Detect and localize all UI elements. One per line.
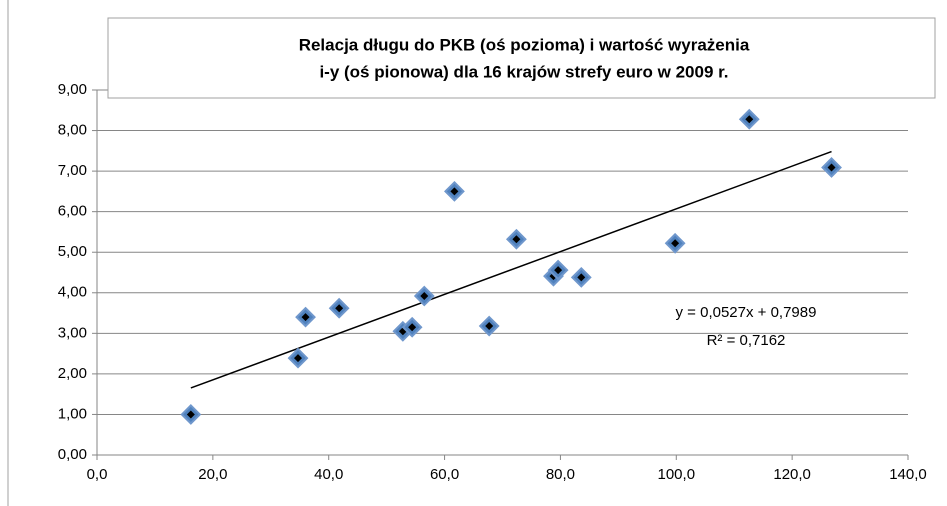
x-tick-label: 140,0 xyxy=(889,466,927,483)
trend-r2: R² = 0,7162 xyxy=(707,332,786,349)
x-tick-label: 60,0 xyxy=(430,466,459,483)
x-tick-label: 100,0 xyxy=(658,466,696,483)
marker-core xyxy=(512,235,521,244)
y-tick-label: 8,00 xyxy=(58,122,87,139)
marker-core xyxy=(301,313,310,322)
marker-core xyxy=(827,163,836,172)
marker-core xyxy=(745,115,754,124)
x-tick-label: 80,0 xyxy=(546,466,575,483)
chart-title: Relacja długu do PKB (oś pozioma) i wart… xyxy=(299,35,750,54)
y-tick-label: 3,00 xyxy=(58,324,87,341)
marker-core xyxy=(671,239,680,248)
plot xyxy=(92,89,909,460)
marker-core xyxy=(485,322,494,331)
marker-core xyxy=(554,266,563,275)
marker-core xyxy=(294,354,303,363)
marker-core xyxy=(577,273,586,282)
trend-equation: y = 0,0527x + 0,7989 xyxy=(676,304,817,321)
y-tick-label: 6,00 xyxy=(58,203,87,220)
marker-core xyxy=(408,323,417,332)
marker-core xyxy=(186,410,195,419)
x-tick-label: 0,0 xyxy=(87,466,108,483)
title-box xyxy=(107,17,936,99)
y-tick-label: 9,00 xyxy=(58,81,87,98)
y-tick-label: 0,00 xyxy=(58,446,87,463)
y-tick-label: 5,00 xyxy=(58,243,87,260)
chart-title: i-y (oś pionowa) dla 16 krajów strefy eu… xyxy=(319,62,728,81)
y-tick-label: 4,00 xyxy=(58,284,87,301)
x-tick-label: 20,0 xyxy=(198,466,227,483)
x-tick-label: 120,0 xyxy=(773,466,811,483)
y-tick-label: 7,00 xyxy=(58,162,87,179)
marker-core xyxy=(335,304,344,313)
x-tick-label: 40,0 xyxy=(314,466,343,483)
y-tick-label: 1,00 xyxy=(58,405,87,422)
marker-core xyxy=(420,292,429,301)
y-tick-label: 2,00 xyxy=(58,365,87,382)
marker-core xyxy=(450,187,459,196)
trendline xyxy=(190,150,832,389)
